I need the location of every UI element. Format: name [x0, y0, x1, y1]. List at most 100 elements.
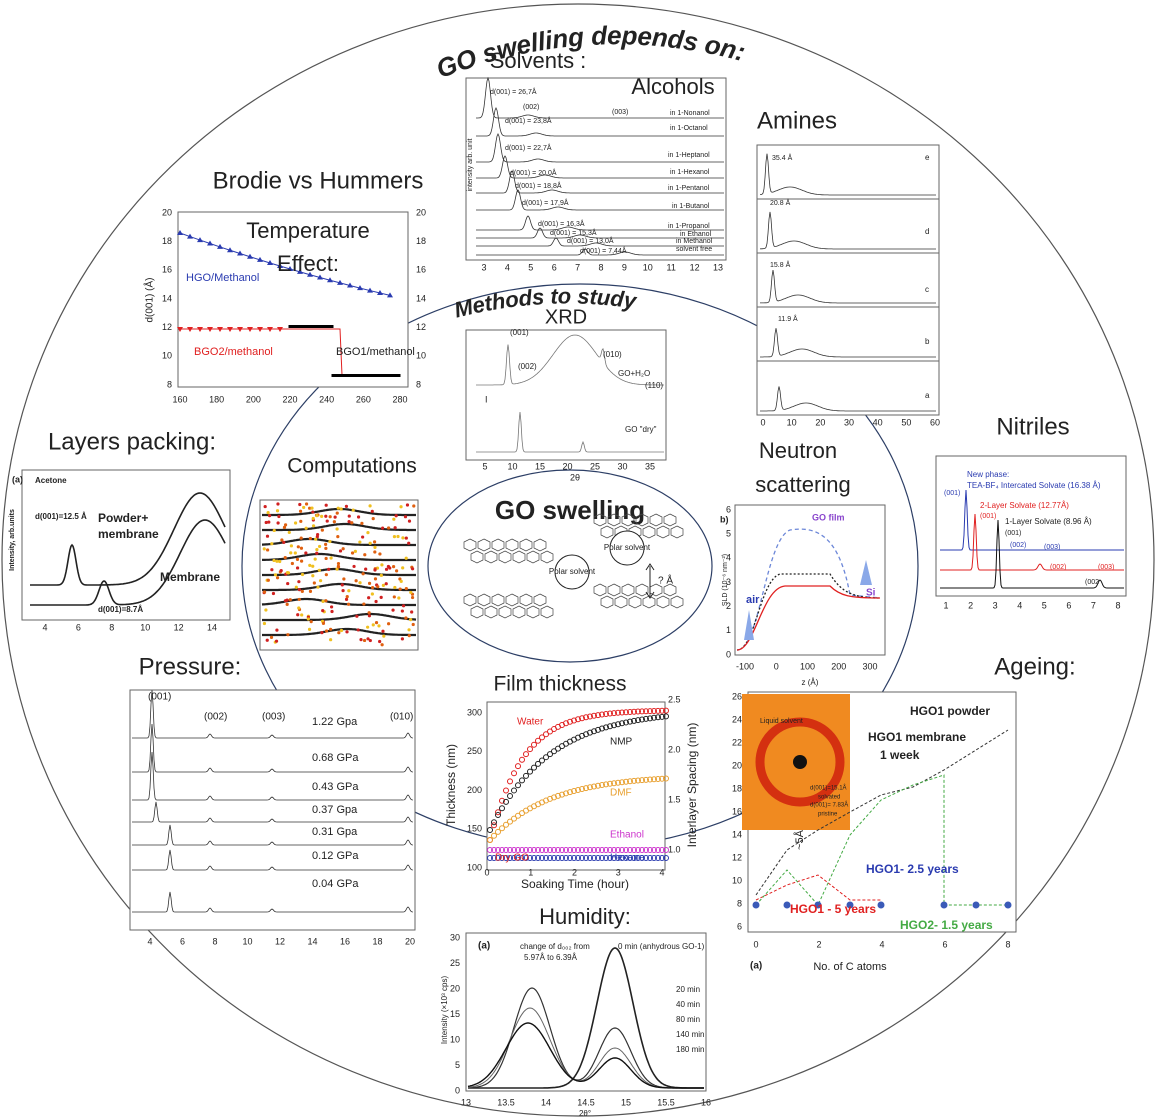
marker — [340, 374, 344, 377]
panel-heading: Humidity: — [539, 904, 631, 929]
marker — [531, 741, 537, 748]
atom — [333, 515, 337, 519]
atom — [262, 621, 267, 626]
annotation: ~5Å — [793, 829, 806, 850]
atom — [373, 577, 378, 581]
atom — [320, 514, 324, 518]
marker — [376, 374, 380, 377]
atom — [366, 531, 370, 535]
marker — [643, 708, 649, 715]
marker — [575, 716, 581, 723]
atom — [381, 583, 385, 587]
arrow — [645, 563, 655, 599]
marker — [599, 711, 605, 718]
atom — [371, 517, 375, 521]
trace — [262, 537, 416, 547]
marker — [643, 855, 649, 861]
plot-box — [465, 932, 707, 1092]
y-tick-label: 300 — [467, 707, 482, 717]
x-tick-label: 8 — [1115, 600, 1120, 610]
atom — [380, 563, 384, 567]
trace — [476, 248, 724, 256]
x-tick-label: 160 — [172, 394, 187, 404]
marker — [187, 327, 193, 332]
atom — [329, 638, 333, 642]
atom — [398, 577, 402, 581]
annotation: 15.8 Å — [770, 260, 791, 269]
marker — [591, 855, 597, 861]
marker — [643, 847, 649, 853]
marker — [651, 776, 657, 783]
atom — [405, 503, 410, 507]
marker — [352, 374, 356, 377]
marker — [814, 901, 822, 909]
annotation: 0.43 GPa — [312, 781, 359, 793]
annotation: HGO1 - 5 years — [790, 902, 876, 916]
marker — [651, 707, 657, 714]
atom — [279, 569, 283, 573]
marker — [627, 718, 633, 725]
annotation: (110) — [645, 381, 663, 390]
atom — [404, 586, 408, 591]
y-tick-label: 12 — [162, 322, 172, 332]
annotation: Acetone — [35, 476, 67, 485]
atom — [295, 557, 300, 561]
atom — [341, 589, 345, 593]
marker — [551, 847, 557, 853]
marker — [583, 714, 589, 721]
marker — [647, 855, 653, 861]
annotation: 1-Layer Solvate (8.96 Å) — [1005, 517, 1092, 526]
marker — [571, 788, 577, 795]
marker — [655, 847, 661, 853]
atom — [313, 557, 317, 561]
annotation: (003) — [1098, 564, 1114, 571]
marker — [519, 756, 525, 763]
marker — [846, 901, 854, 909]
marker — [391, 374, 395, 377]
annotation: (a) — [478, 941, 490, 952]
annotation: No. of C atoms — [813, 961, 887, 973]
y-tick-label: 14 — [416, 293, 426, 303]
annotation: DMF — [610, 788, 632, 799]
atom — [321, 608, 325, 613]
marker — [635, 717, 641, 724]
trace — [30, 519, 226, 606]
atom — [328, 539, 332, 544]
x-tick-label: 25 — [590, 461, 600, 471]
atom — [309, 620, 313, 624]
marker — [651, 855, 657, 861]
marker — [643, 715, 649, 722]
trace — [262, 567, 416, 577]
atom — [366, 637, 370, 641]
marker — [495, 809, 501, 816]
x-tick-label: 2 — [572, 867, 577, 877]
marker — [519, 855, 525, 861]
y-tick-label: 0 — [455, 1085, 460, 1095]
arrow — [860, 560, 872, 585]
marker — [527, 855, 533, 861]
x-tick-label: 9 — [622, 262, 627, 272]
marker — [651, 714, 657, 721]
atom — [363, 553, 367, 557]
annotation: 5.97Å to 6.39Å — [524, 953, 578, 962]
annotation: 1.22 Gpa — [312, 716, 358, 728]
atom — [315, 547, 319, 552]
trace — [262, 612, 417, 622]
atom — [308, 506, 312, 510]
atom — [336, 506, 340, 510]
marker — [583, 855, 589, 861]
atom — [399, 505, 403, 509]
annotation: BGO1/methanol — [336, 346, 415, 358]
marker — [523, 751, 529, 758]
marker — [591, 847, 597, 853]
panel-heading: Brodie vs Hummers — [213, 167, 424, 194]
y-tick-label: 1.0 — [668, 844, 681, 854]
center-label: Polar solvent — [604, 543, 651, 552]
marker — [547, 855, 553, 861]
marker — [309, 325, 313, 328]
marker — [300, 325, 304, 328]
atom — [318, 579, 323, 583]
atom — [351, 508, 355, 512]
annotation: in 1-Hexanol — [670, 169, 710, 176]
